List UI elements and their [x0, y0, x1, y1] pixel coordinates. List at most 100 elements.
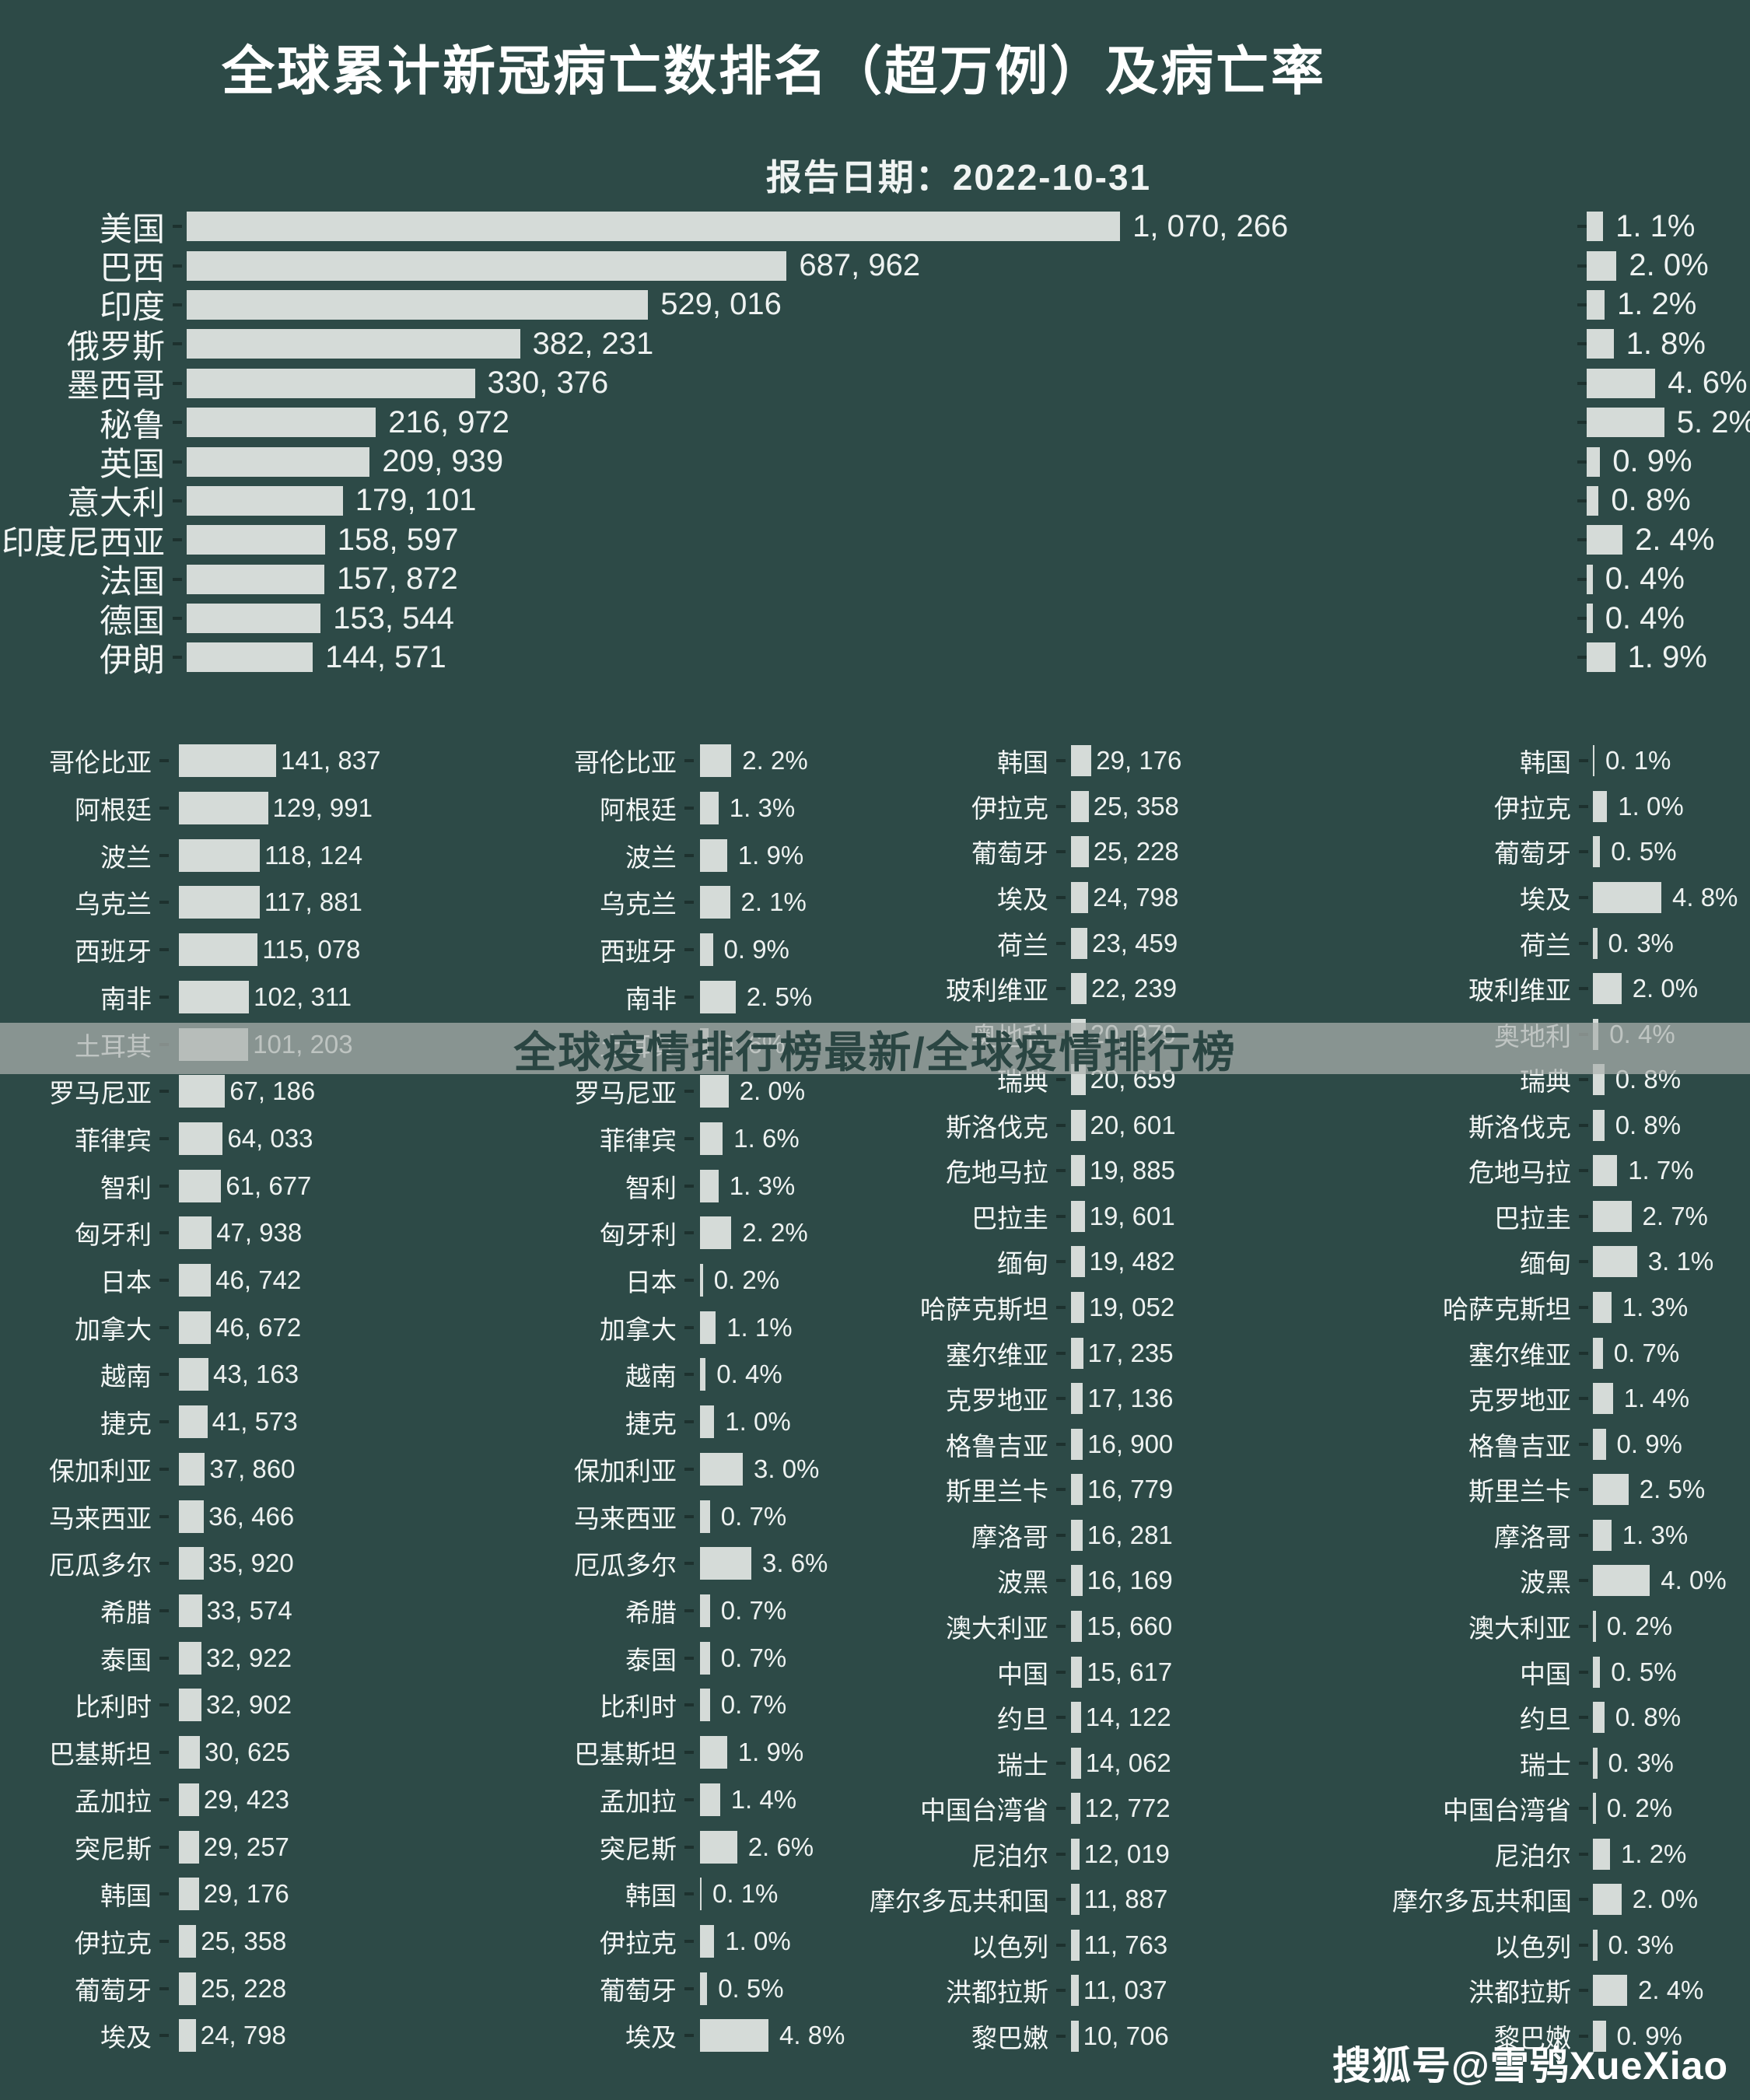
deaths-bar [179, 1972, 197, 2005]
country-label: 秘鲁 [99, 406, 165, 443]
main-rates-row: 0. 8% [1577, 481, 1750, 520]
axis-tick [1579, 895, 1588, 899]
axis-tick [1579, 1852, 1588, 1856]
rate-value-label: 0. 7% [720, 1596, 787, 1625]
g2-rates-row: 以色列 0. 3% [1392, 1923, 1738, 1969]
axis-tick [1577, 264, 1587, 268]
rate-value-label: 0. 9% [723, 935, 789, 964]
country-label: 格鲁吉亚 [946, 1431, 1048, 1461]
rate-value-label: 2. 1% [740, 887, 807, 917]
g2-deaths-row: 约旦 14, 122 [870, 1695, 1181, 1741]
country-label: 马来西亚 [574, 1503, 677, 1533]
rate-bar [1587, 525, 1623, 555]
deaths-value-label: 11, 763 [1083, 1930, 1168, 1959]
country-label: 黎巴嫩 [971, 2024, 1048, 2053]
g1-deaths-row: 马来西亚 36, 466 [0, 1493, 380, 1540]
axis-tick [684, 1845, 694, 1849]
country-label: 捷克 [625, 1409, 677, 1439]
deaths-value-label: 158, 597 [337, 522, 459, 557]
deaths-bar [1071, 1519, 1083, 1551]
g1-deaths-row: 埃及 24, 798 [0, 2012, 380, 2060]
main-rates-row: 2. 0% [1577, 246, 1750, 285]
deaths-value-label: 216, 972 [388, 404, 509, 439]
axis-tick [173, 538, 182, 542]
axis-tick [684, 1231, 694, 1235]
axis-tick [1577, 499, 1587, 502]
deaths-value-label: 687, 962 [799, 248, 921, 283]
deaths-value-label: 330, 376 [487, 366, 609, 401]
rate-value-label: 3. 0% [754, 1454, 820, 1483]
rate-bar [700, 1075, 729, 1108]
group2-deaths-chart: 韩国 29, 176 伊拉克 25, 358 葡萄牙 25, 228 埃及 24, 798 荷兰… [870, 738, 1181, 2059]
country-label: 美国 [99, 210, 165, 247]
axis-tick [1579, 1214, 1588, 1218]
rate-value-label: 1. 9% [737, 840, 804, 870]
axis-tick [159, 1562, 169, 1566]
rate-value-label: 2. 0% [739, 1076, 806, 1106]
rate-value-label: 2. 2% [742, 746, 808, 775]
rate-bar [700, 1547, 751, 1580]
deaths-value-label: 43, 163 [213, 1360, 299, 1389]
country-label: 马来西亚 [49, 1503, 152, 1533]
rate-value-label: 1. 3% [1622, 1293, 1689, 1322]
country-label: 捷克 [100, 1409, 152, 1439]
rate-bar [700, 1405, 715, 1439]
rate-bar [700, 933, 713, 967]
g2-deaths-row: 尼泊尔 12, 019 [870, 1832, 1181, 1878]
deaths-bar [1071, 927, 1088, 959]
g1-deaths-row: 巴基斯坦 30, 625 [0, 1729, 380, 1776]
deaths-bar [1071, 790, 1089, 822]
deaths-bar [179, 1169, 222, 1202]
deaths-bar [179, 1405, 208, 1439]
axis-tick [159, 948, 169, 952]
rate-value-label: 0. 1% [712, 1879, 779, 1909]
rate-bar [700, 886, 730, 919]
deaths-value-label: 41, 573 [212, 1407, 298, 1437]
g1-rates-row: 乌克兰 2. 1% [498, 879, 845, 926]
axis-tick [1579, 804, 1588, 808]
axis-tick [159, 995, 169, 999]
axis-tick [1579, 2035, 1588, 2039]
g2-deaths-row: 澳大利亚 15, 660 [870, 1604, 1181, 1650]
deaths-bar [179, 1594, 202, 1627]
deaths-bar [1071, 1656, 1083, 1688]
g2-rates-row: 波黑 4. 0% [1392, 1558, 1738, 1604]
rate-value-label: 0. 4% [716, 1360, 782, 1389]
axis-tick [1579, 759, 1588, 763]
rate-value-label: 1. 2% [1621, 1839, 1687, 1868]
deaths-value-label: 14, 122 [1085, 1703, 1171, 1732]
rate-value-label: 2. 0% [1632, 1885, 1699, 1914]
deaths-bar [179, 1452, 205, 1486]
axis-tick [159, 1892, 169, 1896]
country-label: 匈牙利 [600, 1220, 677, 1250]
axis-tick [159, 1373, 169, 1377]
g2-rates-row: 葡萄牙 0. 5% [1392, 829, 1738, 875]
axis-tick [684, 1136, 694, 1140]
country-label: 英国 [99, 446, 165, 483]
g1-rates-row: 阿根廷 1. 3% [498, 785, 845, 832]
deaths-value-label: 25, 228 [201, 1973, 287, 2003]
axis-tick [159, 807, 169, 810]
axis-tick [1577, 342, 1587, 346]
country-label: 乌克兰 [600, 890, 677, 919]
country-label: 罗马尼亚 [574, 1079, 677, 1108]
rate-bar [700, 838, 727, 872]
deaths-value-label: 29, 176 [1096, 746, 1182, 775]
axis-tick [1577, 303, 1587, 306]
country-label: 加拿大 [600, 1314, 677, 1344]
deaths-bar [179, 1311, 212, 1344]
axis-tick [1579, 1624, 1588, 1628]
rate-bar [1593, 1656, 1601, 1688]
country-label: 尼泊尔 [971, 1841, 1048, 1871]
axis-tick [159, 1467, 169, 1471]
deaths-bar [187, 564, 324, 594]
axis-tick [173, 225, 182, 229]
deaths-bar [1071, 1428, 1083, 1460]
axis-tick [1056, 1123, 1066, 1127]
rate-bar [1593, 1884, 1622, 1916]
main-rates-row: 2. 4% [1577, 520, 1750, 559]
country-label: 尼泊尔 [1494, 1841, 1571, 1871]
axis-tick [159, 1703, 169, 1707]
rate-value-label: 1. 0% [725, 1926, 791, 1955]
g1-deaths-row: 突尼斯 29, 257 [0, 1823, 380, 1871]
